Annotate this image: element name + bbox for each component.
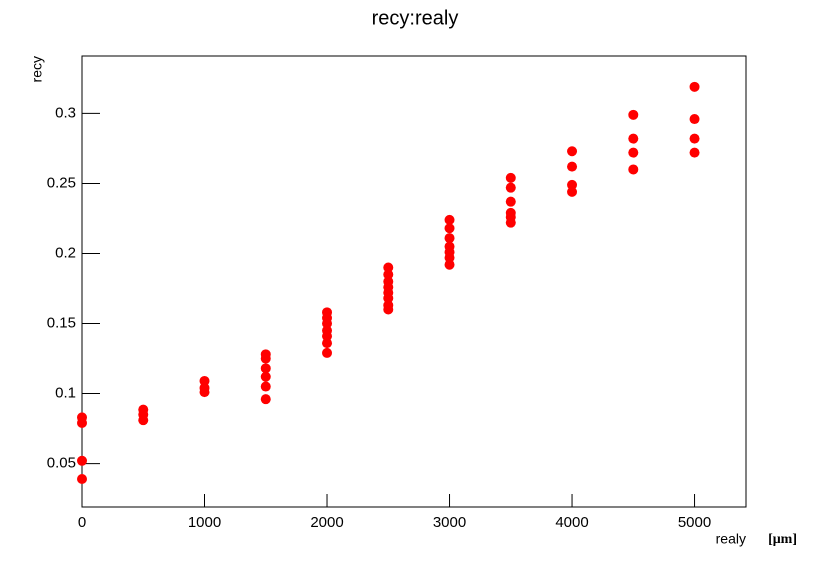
- point: [567, 179, 578, 190]
- point: [322, 331, 333, 342]
- point: [383, 262, 394, 273]
- point: [322, 347, 333, 358]
- point: [444, 214, 455, 225]
- point: [567, 146, 578, 157]
- point: [689, 114, 700, 125]
- y-tick-label: 0.3: [55, 104, 76, 121]
- point: [505, 182, 516, 193]
- point: [567, 161, 578, 172]
- point: [322, 338, 333, 349]
- x-tick-label: 0: [78, 514, 86, 531]
- x-axis-unit: [μm]: [768, 532, 797, 547]
- point: [383, 304, 394, 315]
- y-tick-label: 0.15: [47, 314, 76, 331]
- x-tick-label: 5000: [678, 514, 711, 531]
- point: [628, 133, 639, 144]
- plot-frame: [81, 55, 747, 508]
- y-tick-label: 0.25: [47, 174, 76, 191]
- point: [444, 259, 455, 270]
- point: [444, 233, 455, 244]
- y-axis-label: recy: [29, 56, 45, 82]
- point: [322, 318, 333, 329]
- x-axis-label: realy: [716, 531, 746, 547]
- point: [77, 455, 87, 466]
- point: [444, 223, 455, 234]
- point: [260, 381, 271, 392]
- chart-title: recy:realy: [372, 7, 459, 29]
- point: [77, 417, 87, 428]
- x-tick-label: 3000: [433, 514, 466, 531]
- x-tick-label: 4000: [555, 514, 588, 531]
- point: [689, 133, 700, 144]
- point: [199, 387, 210, 398]
- x-tick-label: 1000: [188, 514, 221, 531]
- point: [260, 394, 271, 405]
- point: [628, 109, 639, 120]
- point: [505, 196, 516, 207]
- point: [77, 473, 87, 484]
- x-tick-label: 2000: [310, 514, 343, 531]
- point: [628, 164, 639, 175]
- y-tick-label: 0.05: [47, 455, 76, 472]
- point: [260, 371, 271, 382]
- point: [383, 269, 394, 280]
- point: [689, 81, 700, 92]
- point: [138, 415, 149, 426]
- point: [260, 353, 271, 364]
- point: [689, 147, 700, 158]
- point: [260, 363, 271, 374]
- point: [444, 252, 455, 263]
- point: [199, 375, 210, 386]
- point: [505, 217, 516, 228]
- point: [567, 186, 578, 197]
- point: [383, 293, 394, 304]
- point: [628, 147, 639, 158]
- point: [505, 172, 516, 183]
- y-tick-label: 0.2: [55, 244, 76, 261]
- y-tick-label: 0.1: [55, 385, 76, 402]
